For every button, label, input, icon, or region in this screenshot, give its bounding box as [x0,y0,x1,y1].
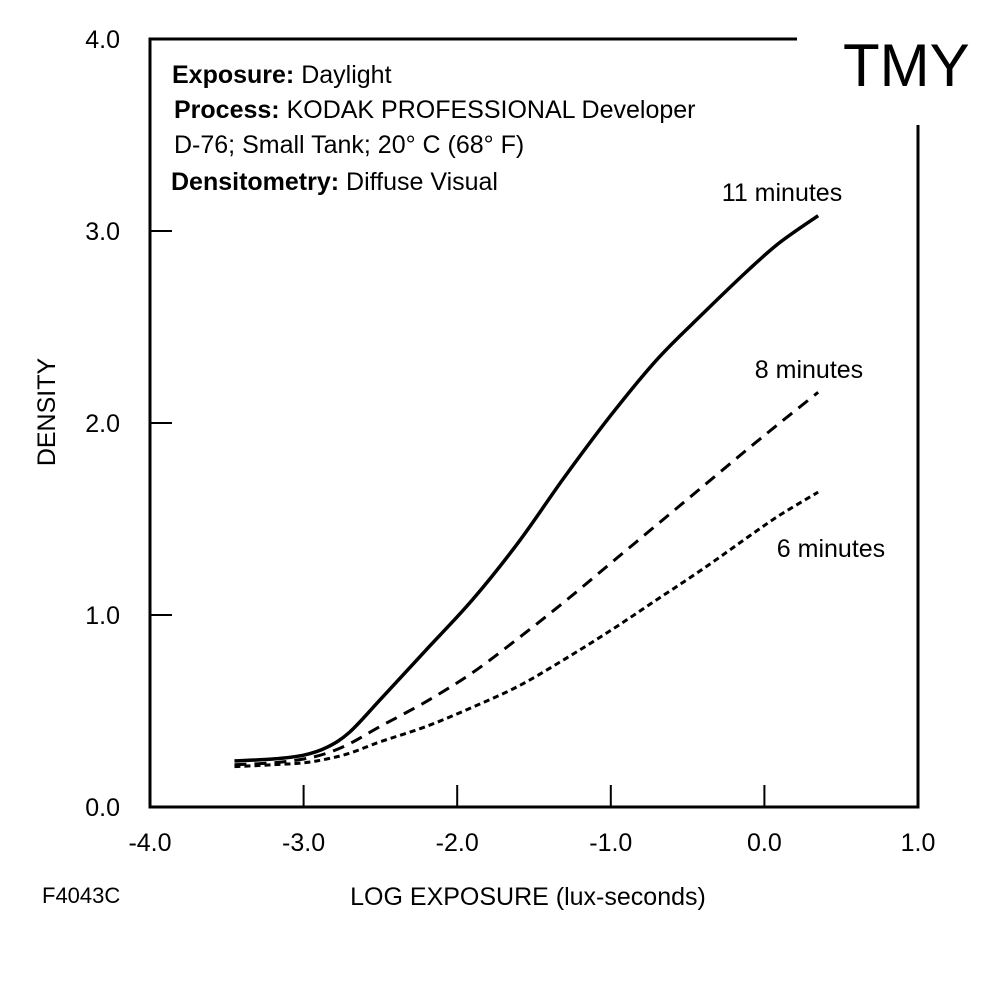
x-tick-label: -2.0 [436,829,479,857]
info-line: D-76; Small Tank; 20° C (68° F) [174,131,524,159]
x-axis-label: LOG EXPOSURE (lux-seconds) [350,883,706,911]
x-tick-label: 0.0 [747,829,782,857]
y-tick-label: 0.0 [85,794,120,822]
y-tick-label: 2.0 [85,410,120,438]
x-tick-label: -1.0 [589,829,632,857]
series-line-6-minutes [234,490,819,769]
info-line: Exposure: Daylight [172,61,392,89]
series-line-11-minutes [234,214,820,763]
info-value: D-76; Small Tank; 20° C (68° F) [174,131,524,159]
series-line-8-minutes [234,391,820,767]
y-axis-label: DENSITY [33,358,61,467]
process-info: Exposure: Daylight Process: KODAK PROFESS… [171,61,696,196]
x-tick-label: 1.0 [901,829,936,857]
y-tick-label: 3.0 [85,218,120,246]
series-label: 11 minutes [722,179,842,207]
info-line: Densitometry: Diffuse Visual [171,168,498,196]
x-tick-label: -3.0 [282,829,325,857]
series-label: 8 minutes [755,356,863,384]
info-value: Daylight [294,61,391,89]
film-name: TMY [843,32,970,99]
x-tick-label: -4.0 [128,829,171,857]
info-value: Diffuse Visual [339,168,498,196]
figure-code: F4043C [42,883,120,908]
y-tick-label: 1.0 [85,602,120,630]
info-key: Densitometry: [171,168,339,196]
chart-labels: TMY DENSITY LOG EXPOSURE (lux-seconds) F… [33,32,970,911]
curves: 11 minutes 8 minutes 6 minutes [234,179,885,769]
axis-ticks: -4.0 -3.0 -2.0 -1.0 0.0 1.0 0.0 1.0 2.0 3.0 4.0 [85,26,935,857]
plot-frame [148,37,920,809]
y-tick-label: 4.0 [85,26,120,54]
info-key: Process: [174,96,280,124]
series-label: 6 minutes [777,535,885,563]
info-key: Exposure: [172,61,294,89]
info-line: Process: KODAK PROFESSIONAL Developer [174,96,696,124]
info-value: KODAK PROFESSIONAL Developer [280,96,696,124]
